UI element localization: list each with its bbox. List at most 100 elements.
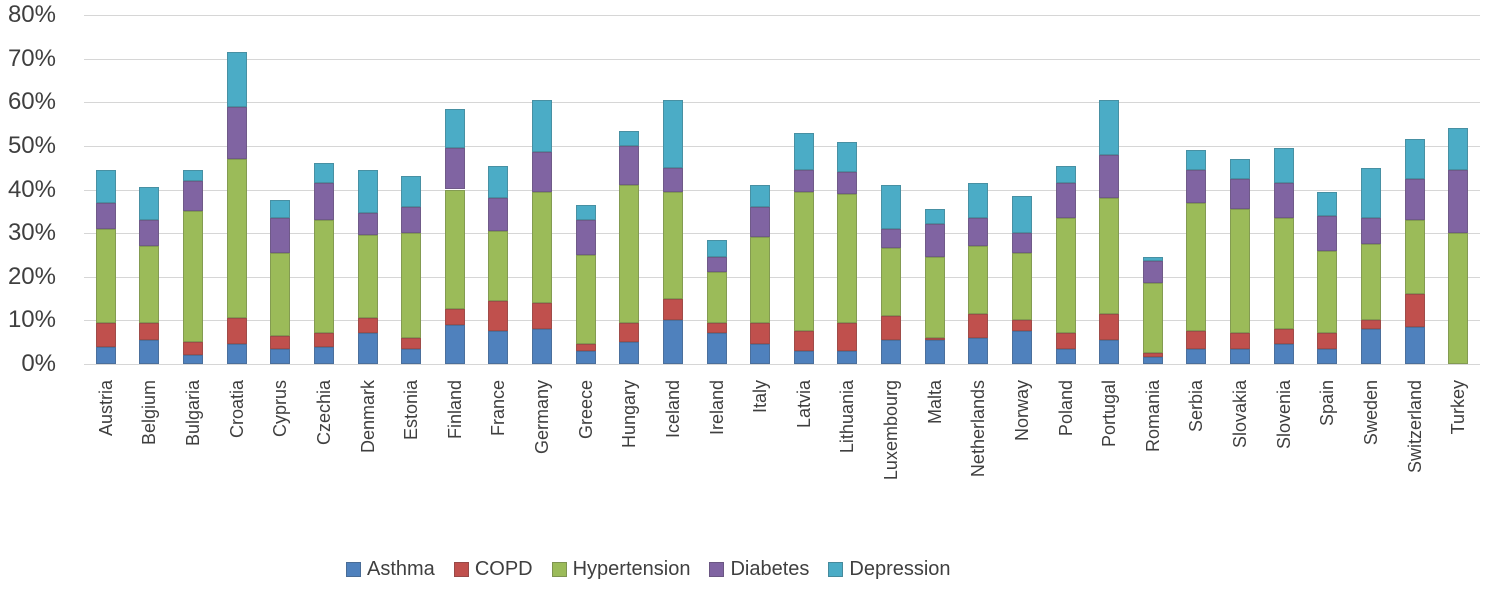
bar-segment-asthma-sweden — [1360, 329, 1381, 364]
bar-segment-copd-ireland — [706, 322, 727, 334]
bar-segment-asthma-austria — [95, 346, 116, 364]
bar-segment-depression-sweden — [1360, 167, 1381, 218]
x-axis-label-poland: Poland — [1055, 380, 1076, 437]
x-axis-label-finland: Finland — [444, 380, 465, 440]
bar-segment-depression-luxembourg — [881, 185, 902, 229]
bar-segment-depression-greece — [575, 204, 596, 221]
legend-swatch-icon — [828, 562, 844, 577]
bar-segment-diabetes-netherlands — [968, 217, 989, 247]
x-axis-label-estonia: Estonia — [401, 380, 422, 441]
x-axis-label-italy: Italy — [750, 380, 771, 414]
bar-segment-hypertension-austria — [95, 228, 116, 323]
bar-segment-diabetes-portugal — [1099, 154, 1120, 199]
bar-segment-depression-germany — [532, 100, 553, 153]
y-tick-label: 50% — [7, 131, 56, 159]
bar-segment-copd-germany — [532, 302, 553, 330]
bar-segment-hypertension-norway — [1011, 252, 1032, 321]
bar-segment-depression-czechia — [313, 163, 334, 183]
bar-segment-asthma-switzerland — [1404, 326, 1425, 364]
bar-segment-diabetes-serbia — [1186, 169, 1207, 203]
bar-segment-depression-ireland — [706, 239, 727, 258]
bar-segment-hypertension-netherlands — [968, 246, 989, 314]
bar-segment-hypertension-romania — [1142, 283, 1163, 354]
x-axis-label-denmark: Denmark — [357, 380, 378, 454]
gridline — [84, 276, 1480, 278]
bar-segment-copd-norway — [1011, 320, 1032, 332]
bar-segment-hypertension-italy — [750, 237, 771, 323]
y-tick-label: 0% — [21, 350, 56, 377]
bar-segment-copd-cyprus — [270, 335, 291, 349]
bar-segment-copd-croatia — [226, 318, 247, 345]
bar-segment-diabetes-germany — [532, 152, 553, 192]
bar-segment-diabetes-romania — [1142, 261, 1163, 284]
x-axis-label-belgium: Belgium — [139, 380, 160, 446]
x-axis-label-sweden: Sweden — [1360, 380, 1381, 446]
bar-segment-copd-poland — [1055, 333, 1076, 349]
gridline — [84, 58, 1480, 60]
x-axis-label-czechia: Czechia — [313, 380, 334, 446]
bar-segment-depression-lithuania — [837, 141, 858, 173]
bar-segment-asthma-lithuania — [837, 350, 858, 364]
bar-segment-copd-finland — [444, 309, 465, 325]
bar-segment-hypertension-lithuania — [837, 193, 858, 323]
x-axis-label-netherlands: Netherlands — [968, 380, 989, 478]
x-axis-label-germany: Germany — [532, 380, 553, 455]
legend-item-asthma: Asthma — [346, 558, 435, 581]
bar-segment-asthma-spain — [1317, 348, 1338, 364]
x-axis-label-latvia: Latvia — [793, 380, 814, 429]
x-axis-label-portugal: Portugal — [1099, 380, 1120, 448]
bar-segment-diabetes-bulgaria — [183, 180, 204, 212]
bar-segment-hypertension-ireland — [706, 272, 727, 323]
bar-segment-copd-estonia — [401, 337, 422, 349]
gridline — [84, 102, 1480, 104]
bar-segment-copd-czechia — [313, 333, 334, 347]
bar-segment-depression-switzerland — [1404, 139, 1425, 179]
x-axis-label-slovakia: Slovakia — [1230, 380, 1251, 449]
legend-swatch-icon — [346, 562, 361, 577]
bar-segment-diabetes-norway — [1011, 233, 1032, 253]
bar-segment-hypertension-slovakia — [1230, 209, 1251, 334]
bar-segment-asthma-slovenia — [1273, 344, 1294, 364]
bar-segment-copd-belgium — [139, 322, 160, 340]
bar-segment-copd-hungary — [619, 322, 640, 343]
x-axis-label-iceland: Iceland — [662, 380, 683, 439]
x-axis-label-norway: Norway — [1011, 380, 1032, 442]
bar-segment-asthma-bulgaria — [183, 355, 204, 364]
bar-segment-copd-portugal — [1099, 313, 1120, 340]
y-tick-label: 70% — [7, 44, 56, 72]
bar-segment-diabetes-czechia — [313, 182, 334, 221]
bar-segment-asthma-serbia — [1186, 348, 1207, 364]
bar-segment-copd-malta — [924, 337, 945, 340]
bar-segment-depression-portugal — [1099, 100, 1120, 155]
bar-segment-diabetes-malta — [924, 224, 945, 258]
bar-segment-copd-lithuania — [837, 322, 858, 351]
bar-segment-asthma-slovakia — [1230, 348, 1251, 364]
legend-item-copd: COPD — [453, 558, 533, 581]
legend-label: Asthma — [367, 558, 435, 580]
gridline — [84, 15, 1480, 16]
x-axis-label-greece: Greece — [575, 380, 596, 440]
bar-segment-copd-luxembourg — [881, 316, 902, 340]
bar-segment-hypertension-latvia — [793, 191, 814, 332]
bar-segment-asthma-malta — [924, 340, 945, 364]
x-axis-label-bulgaria: Bulgaria — [183, 380, 204, 447]
bar-segment-depression-hungary — [619, 130, 640, 146]
bar-segment-depression-spain — [1317, 191, 1338, 216]
bar-segment-diabetes-spain — [1317, 215, 1338, 251]
bar-segment-depression-bulgaria — [183, 169, 204, 181]
bar-segment-asthma-cyprus — [270, 348, 291, 364]
bar-segment-depression-serbia — [1186, 150, 1207, 170]
bar-segment-hypertension-portugal — [1099, 198, 1120, 314]
bar-segment-hypertension-switzerland — [1404, 220, 1425, 295]
bar-segment-copd-denmark — [357, 318, 378, 334]
bar-segment-hypertension-luxembourg — [881, 248, 902, 316]
gridline — [84, 145, 1480, 147]
bar-segment-copd-italy — [750, 322, 771, 345]
bar-segment-asthma-croatia — [226, 344, 247, 364]
y-tick-label: 40% — [7, 175, 56, 203]
bar-segment-copd-bulgaria — [183, 342, 204, 356]
bar-segment-hypertension-bulgaria — [183, 211, 204, 343]
legend-label: Hypertension — [572, 558, 691, 580]
bar-segment-asthma-czechia — [313, 346, 334, 364]
